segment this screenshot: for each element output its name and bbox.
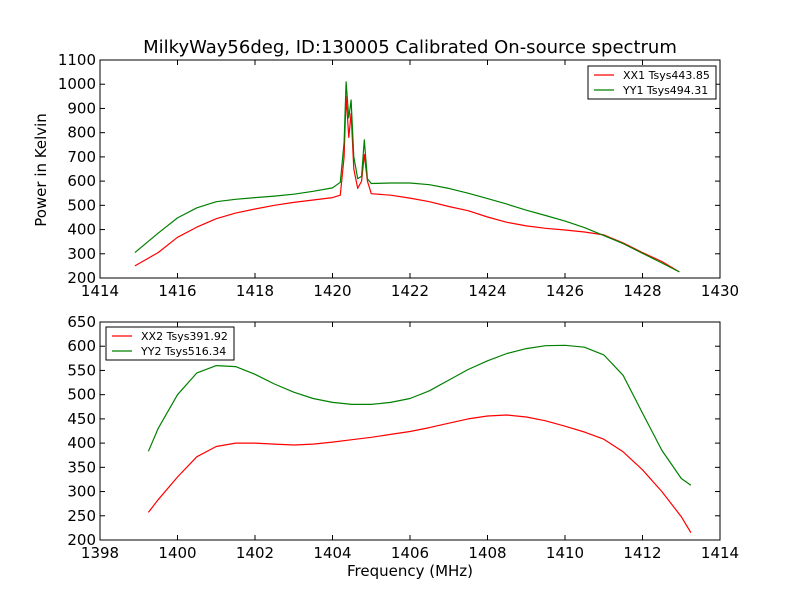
top-legend-label-2: YY1 Tsys494.31 — [622, 84, 708, 97]
top-x-tick-label: 1420 — [313, 282, 351, 300]
bottom-series-line-1 — [147, 414, 692, 534]
top-legend-box — [587, 65, 717, 100]
bottom-plot-frame — [99, 321, 721, 541]
top-x-tick-label: 1418 — [236, 282, 274, 300]
bottom-series-group — [147, 344, 692, 534]
top-x-tick-label: 1428 — [623, 282, 661, 300]
top-x-tick-label: 1422 — [391, 282, 429, 300]
bottom-legend-box — [105, 326, 235, 361]
top-ticks-group: 1414 1416 1418 1420 1422 1424 1426 1428 1430 200 3… — [58, 51, 739, 300]
top-x-tick-label: 1424 — [468, 282, 506, 300]
top-legend: XX1 Tsys443.85 YY1 Tsys494.31 — [587, 65, 717, 100]
top-series-line-2 — [134, 81, 680, 273]
top-subplot: MilkyWay56deg, ID:130005 Calibrated On-s… — [32, 37, 739, 300]
bottom-y-tick-label: 550 — [67, 361, 96, 379]
bottom-x-tick-label: 1408 — [468, 544, 506, 562]
top-legend-label-1: XX1 Tsys443.85 — [623, 69, 710, 82]
top-plot-frame — [99, 59, 721, 279]
bottom-x-tick-label: 1410 — [546, 544, 584, 562]
chart-title: MilkyWay56deg, ID:130005 Calibrated On-s… — [143, 37, 677, 58]
bottom-series-line-2 — [147, 344, 692, 486]
bottom-x-axis-label: Frequency (MHz) — [347, 562, 473, 580]
bottom-y-tick-label: 450 — [67, 410, 96, 428]
bottom-y-tick-label: 600 — [67, 337, 96, 355]
top-series-line-1 — [134, 95, 680, 273]
bottom-y-tick-label: 250 — [67, 507, 96, 525]
top-y-tick-label: 200 — [67, 269, 96, 287]
top-y-tick-label: 1100 — [58, 51, 96, 69]
top-x-tick-label: 1430 — [701, 282, 739, 300]
bottom-y-tick-label: 650 — [67, 313, 96, 331]
top-y-tick-label: 800 — [67, 124, 96, 142]
top-series-group — [134, 81, 680, 273]
bottom-y-tick-label: 300 — [67, 483, 96, 501]
bottom-subplot: Frequency (MHz) 1398 1400 1402 1404 1406 1408… — [67, 313, 739, 580]
bottom-y-tick-label: 200 — [67, 531, 96, 549]
top-y-tick-label: 600 — [67, 172, 96, 190]
top-y-tick-label: 900 — [67, 99, 96, 117]
top-x-tick-label: 1426 — [546, 282, 584, 300]
top-y-tick-label: 1000 — [58, 75, 96, 93]
bottom-legend-label-1: XX2 Tsys391.92 — [141, 330, 228, 343]
top-y-axis-label: Power in Kelvin — [32, 113, 50, 227]
bottom-x-tick-label: 1404 — [313, 544, 351, 562]
top-y-tick-label: 500 — [67, 196, 96, 214]
bottom-x-tick-label: 1412 — [623, 544, 661, 562]
top-x-tick-label: 1414 — [81, 282, 119, 300]
bottom-y-tick-label: 350 — [67, 458, 96, 476]
bottom-y-tick-label: 500 — [67, 386, 96, 404]
bottom-x-tick-label: 1398 — [81, 544, 119, 562]
bottom-x-tick-label: 1400 — [158, 544, 196, 562]
top-y-tick-label: 700 — [67, 148, 96, 166]
bottom-x-tick-label: 1406 — [391, 544, 429, 562]
top-y-tick-label: 400 — [67, 221, 96, 239]
bottom-ticks-group: 1398 1400 1402 1404 1406 1408 1410 1412 1414 200 2… — [67, 313, 739, 562]
top-y-tick-label: 300 — [67, 245, 96, 263]
top-x-tick-label: 1416 — [158, 282, 196, 300]
bottom-legend: XX2 Tsys391.92 YY2 Tsys516.34 — [105, 326, 235, 361]
bottom-x-tick-label: 1402 — [236, 544, 274, 562]
bottom-y-tick-label: 400 — [67, 434, 96, 452]
bottom-x-tick-label: 1414 — [701, 544, 739, 562]
bottom-legend-label-2: YY2 Tsys516.34 — [140, 345, 226, 358]
